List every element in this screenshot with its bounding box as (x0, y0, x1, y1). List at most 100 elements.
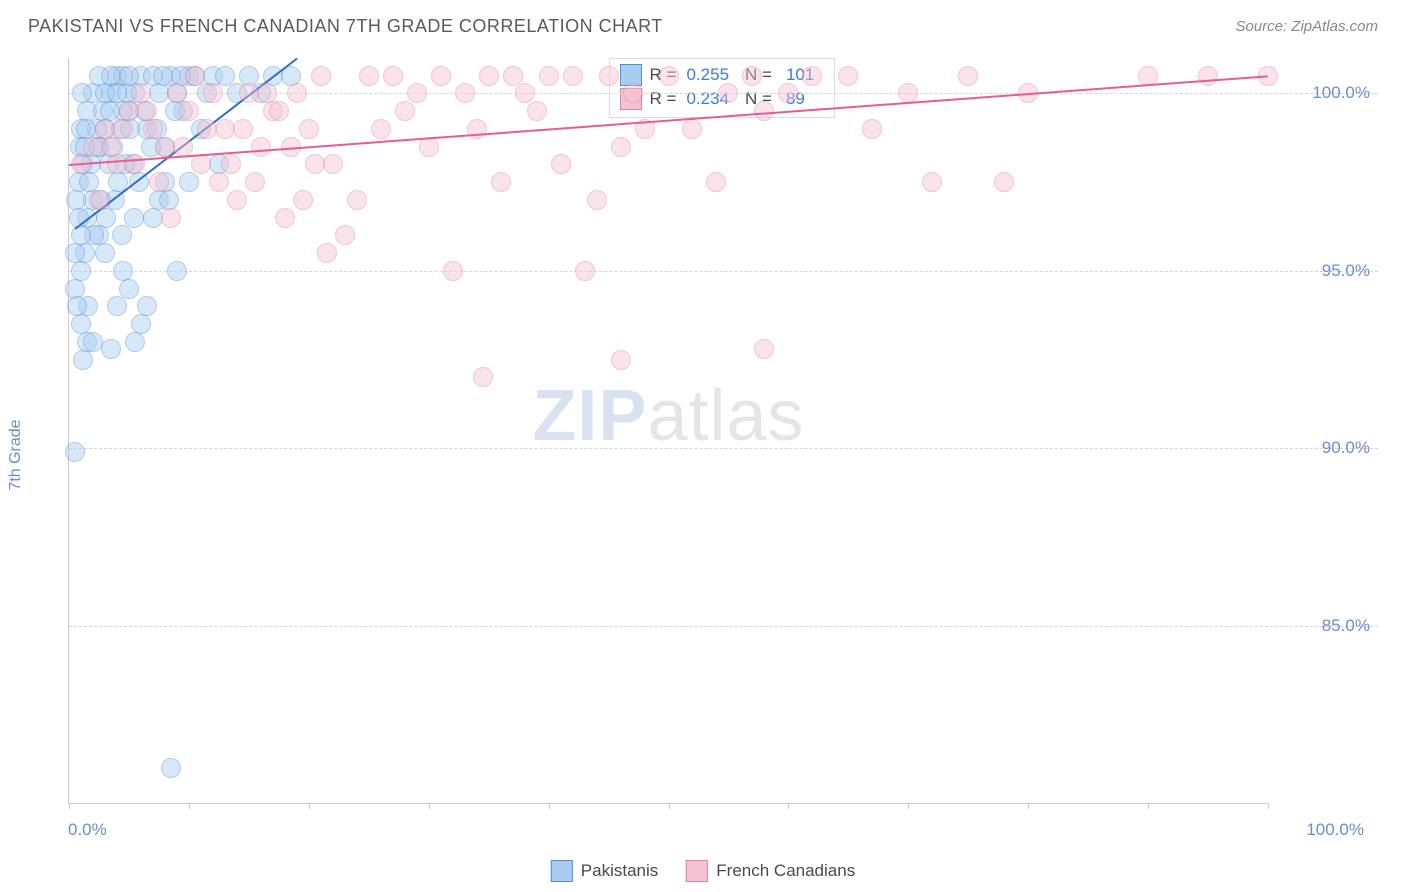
scatter-point (838, 66, 858, 86)
scatter-point (742, 66, 762, 86)
series-legend-label: French Canadians (716, 861, 855, 881)
plot-area: ZIPatlas R =0.255N =101R =0.234N =89 85.… (68, 58, 1268, 804)
x-axis-min-label: 0.0% (68, 820, 107, 840)
scatter-point (802, 66, 822, 86)
scatter-point (125, 154, 145, 174)
scatter-point (862, 119, 882, 139)
scatter-point (473, 367, 493, 387)
x-tick (69, 803, 70, 809)
watermark-zip: ZIP (532, 376, 647, 456)
scatter-point (718, 83, 738, 103)
scatter-point (119, 66, 139, 86)
scatter-point (395, 101, 415, 121)
scatter-point (65, 442, 85, 462)
scatter-point (287, 83, 307, 103)
scatter-point (503, 66, 523, 86)
scatter-point (119, 279, 139, 299)
scatter-point (611, 350, 631, 370)
scatter-point (72, 83, 92, 103)
x-tick (429, 803, 430, 809)
chart-source: Source: ZipAtlas.com (1235, 18, 1378, 35)
scatter-point (209, 172, 229, 192)
scatter-point (323, 154, 343, 174)
scatter-point (173, 137, 193, 157)
series-legend-item: French Canadians (686, 860, 855, 882)
scatter-point (347, 190, 367, 210)
legend-r-value: 0.255 (684, 65, 737, 85)
scatter-point (335, 225, 355, 245)
scatter-point (527, 101, 547, 121)
x-tick (1268, 803, 1269, 809)
x-tick (788, 803, 789, 809)
x-tick (1028, 803, 1029, 809)
scatter-point (317, 243, 337, 263)
scatter-point (131, 314, 151, 334)
scatter-point (161, 758, 181, 778)
x-tick (189, 803, 190, 809)
scatter-point (65, 243, 85, 263)
scatter-point (66, 190, 86, 210)
series-legend-label: Pakistanis (581, 861, 658, 881)
scatter-point (89, 190, 109, 210)
scatter-point (587, 190, 607, 210)
scatter-point (479, 66, 499, 86)
scatter-point (515, 83, 535, 103)
scatter-point (491, 172, 511, 192)
scatter-point (95, 243, 115, 263)
series-legend-item: Pakistanis (551, 860, 658, 882)
plot-container: 7th Grade ZIPatlas R =0.255N =101R =0.23… (28, 44, 1378, 848)
scatter-point (167, 83, 187, 103)
scatter-point (551, 154, 571, 174)
scatter-point (275, 208, 295, 228)
y-axis-label: 7th Grade (7, 419, 25, 490)
scatter-point (443, 261, 463, 281)
scatter-point (124, 208, 144, 228)
scatter-point (185, 66, 205, 86)
gridline (69, 448, 1378, 449)
scatter-point (167, 261, 187, 281)
scatter-point (101, 339, 121, 359)
scatter-point (269, 101, 289, 121)
scatter-point (161, 208, 181, 228)
scatter-point (371, 119, 391, 139)
scatter-point (431, 66, 451, 86)
y-tick-label: 90.0% (1280, 438, 1370, 458)
scatter-point (203, 83, 223, 103)
scatter-point (179, 172, 199, 192)
watermark-atlas: atlas (647, 376, 804, 456)
scatter-point (221, 154, 241, 174)
scatter-point (407, 83, 427, 103)
scatter-point (311, 66, 331, 86)
scatter-point (179, 101, 199, 121)
scatter-point (778, 83, 798, 103)
scatter-point (563, 66, 583, 86)
scatter-point (299, 119, 319, 139)
scatter-point (623, 83, 643, 103)
scatter-point (293, 190, 313, 210)
scatter-point (994, 172, 1014, 192)
chart-header: PAKISTANI VS FRENCH CANADIAN 7TH GRADE C… (0, 0, 1406, 44)
gridline (69, 626, 1378, 627)
scatter-point (137, 101, 157, 121)
scatter-point (682, 119, 702, 139)
y-tick-label: 100.0% (1280, 83, 1370, 103)
scatter-point (227, 190, 247, 210)
legend-swatch (551, 860, 573, 882)
scatter-point (149, 172, 169, 192)
x-tick (669, 803, 670, 809)
x-tick (549, 803, 550, 809)
scatter-point (125, 332, 145, 352)
scatter-point (251, 137, 271, 157)
scatter-point (706, 172, 726, 192)
scatter-point (455, 83, 475, 103)
scatter-point (101, 137, 121, 157)
scatter-point (137, 296, 157, 316)
scatter-point (305, 154, 325, 174)
scatter-point (257, 83, 277, 103)
scatter-point (575, 261, 595, 281)
series-legend: Pakistanis French Canadians (551, 860, 855, 882)
scatter-point (143, 119, 163, 139)
x-tick (309, 803, 310, 809)
legend-swatch (686, 860, 708, 882)
scatter-point (112, 225, 132, 245)
